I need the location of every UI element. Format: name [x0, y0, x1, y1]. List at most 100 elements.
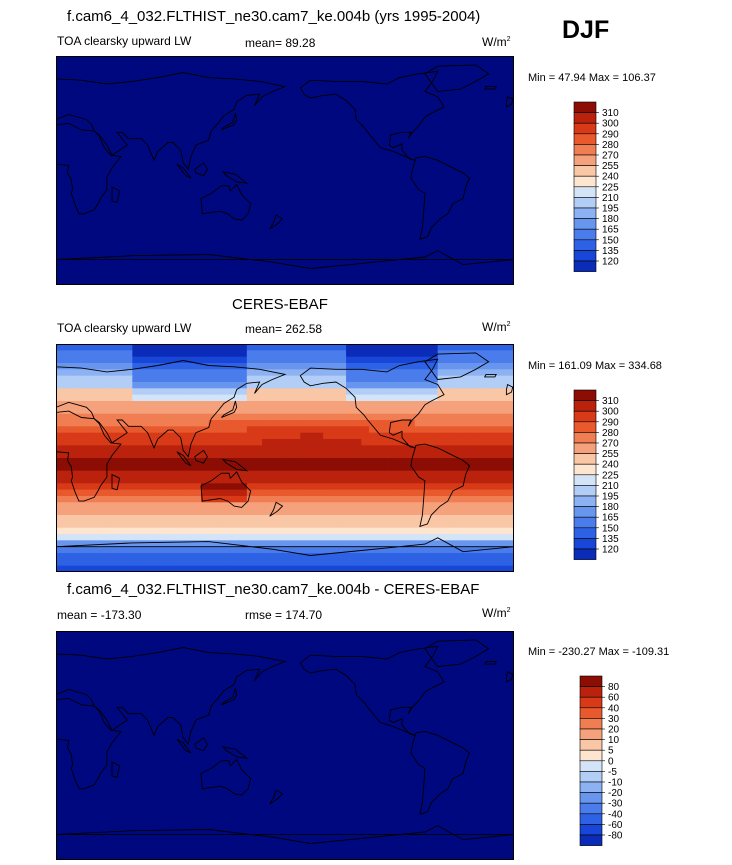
coastline: [56, 360, 287, 458]
field-cell: [269, 356, 278, 364]
field-cell: [384, 508, 393, 516]
field-cell: [185, 483, 194, 491]
field-cell: [384, 553, 393, 560]
field-cell: [330, 527, 340, 535]
field-cell: [223, 553, 233, 560]
field-cell: [376, 344, 385, 351]
field-cell: [56, 401, 65, 408]
field-cell: [361, 521, 370, 529]
field-cell: [117, 382, 126, 389]
field-cell: [353, 439, 362, 446]
field-cell: [132, 445, 141, 453]
field-cell: [269, 413, 278, 421]
field-cell: [353, 420, 362, 427]
field-cell: [132, 527, 141, 535]
field-cell: [292, 508, 301, 516]
field-cell: [155, 420, 164, 427]
field-cell: [430, 521, 439, 529]
coastline: [56, 537, 514, 556]
field-cell: [124, 375, 133, 383]
field-cell: [101, 508, 111, 516]
field-cell: [391, 356, 401, 364]
field-cell: [101, 496, 111, 503]
field-cell: [430, 388, 439, 396]
field-cell: [330, 344, 340, 351]
field-cell: [452, 388, 462, 396]
field-cell: [445, 407, 454, 415]
field-cell: [315, 565, 324, 572]
field-cell: [368, 502, 378, 510]
field-cell: [178, 521, 187, 529]
field-cell: [452, 432, 462, 440]
field-cell: [430, 565, 439, 572]
field-cell: [414, 375, 423, 383]
field-cell: [162, 502, 172, 510]
field-cell: [231, 394, 240, 402]
field-cell: [277, 432, 286, 440]
field-cell: [201, 439, 210, 446]
field-cell: [285, 426, 294, 434]
field-cell: [491, 420, 500, 427]
colorbar-label: -20: [608, 788, 623, 799]
field-cell: [71, 420, 80, 427]
field-cell: [56, 470, 65, 478]
field-cell: [391, 426, 401, 434]
field-cell: [307, 394, 317, 402]
field-cell: [231, 527, 240, 535]
field-cell: [246, 559, 256, 567]
field-cell: [315, 521, 324, 529]
field-cell: [407, 369, 416, 377]
field-cell: [292, 565, 301, 572]
field-cell: [178, 540, 187, 548]
field-cell: [384, 534, 393, 541]
field-cell: [132, 559, 141, 567]
field-cell: [223, 496, 233, 503]
colorbar-box: [579, 824, 603, 836]
field-cell: [223, 344, 233, 351]
colorbar-box: [573, 133, 597, 145]
field-cell: [452, 413, 462, 421]
field-cell: [139, 388, 149, 396]
field-cell: [223, 420, 233, 427]
field-cell: [239, 439, 248, 446]
field-cell: [86, 388, 95, 396]
field-cell: [468, 439, 477, 446]
field-cell: [430, 477, 439, 484]
field-cell: [78, 420, 88, 427]
field-cell: [56, 477, 65, 484]
field-cell: [399, 477, 408, 484]
field-cell: [361, 540, 370, 548]
field-cell: [414, 401, 423, 408]
field-cell: [170, 546, 179, 554]
field-cell: [414, 344, 423, 351]
colorbar-label: 240: [602, 460, 619, 471]
coastline: [269, 789, 284, 805]
colorbar-box: [573, 495, 597, 507]
field-cell: [63, 432, 72, 440]
field-cell: [399, 470, 408, 478]
field-cell: [437, 464, 446, 472]
field-cell: [384, 439, 393, 446]
field-cell: [285, 483, 294, 491]
field-cell: [162, 451, 172, 459]
field-cell: [468, 413, 477, 421]
field-cell: [63, 439, 72, 446]
field-cell: [231, 363, 240, 370]
field-cell: [437, 540, 446, 548]
field-cell: [56, 356, 65, 364]
field-cell: [407, 375, 416, 383]
field-cell: [399, 451, 408, 459]
field-cell: [117, 534, 126, 541]
field-cell: [300, 559, 309, 567]
field-cell: [475, 470, 485, 478]
field-cell: [483, 432, 492, 440]
field-cell: [452, 553, 462, 560]
field-cell: [170, 401, 179, 408]
field-cell: [101, 350, 111, 358]
field-cell: [132, 464, 141, 472]
field-cell: [208, 483, 217, 491]
field-cell: [338, 534, 347, 541]
map-background: [56, 56, 514, 285]
field-cell: [292, 521, 301, 529]
field-cell: [468, 496, 477, 503]
